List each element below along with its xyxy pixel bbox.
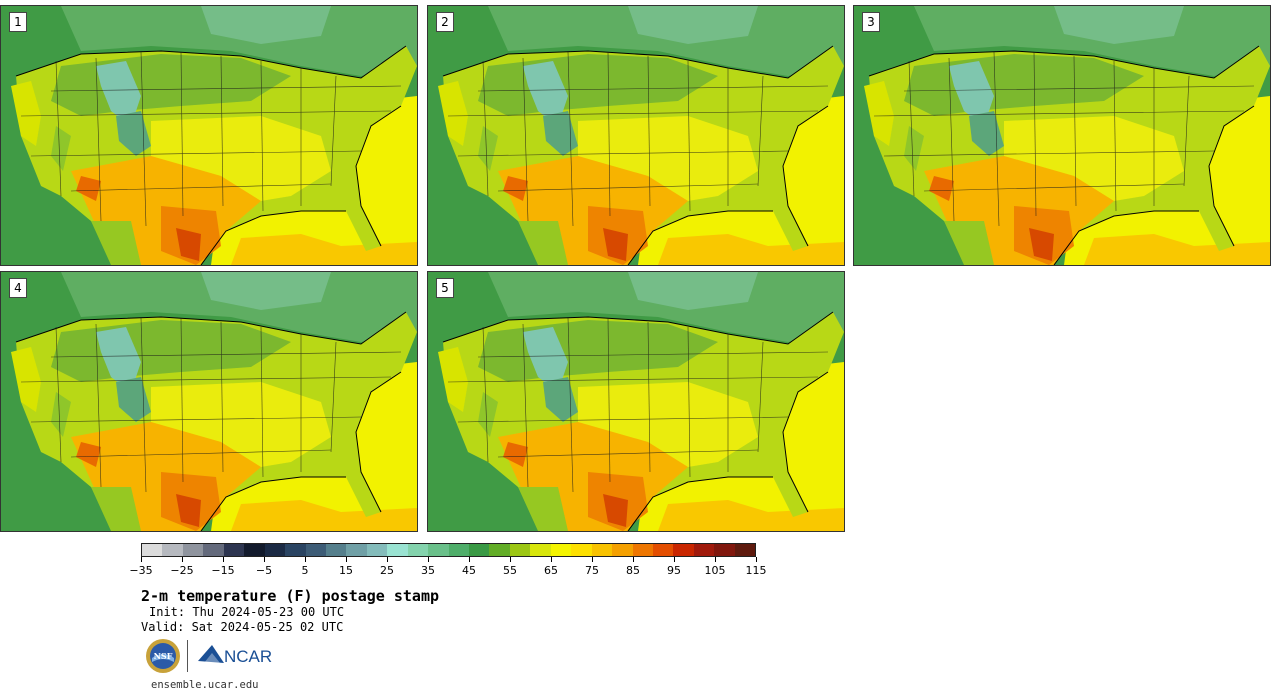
- panel-number: 4: [9, 278, 27, 298]
- temperature-map: [1, 6, 417, 265]
- colorbar-tick-label: −25: [170, 564, 194, 577]
- colorbar-tick: [182, 557, 183, 562]
- colorbar-tick-label: 75: [585, 564, 599, 577]
- colorbar-swatch: [325, 544, 347, 556]
- panel-number: 3: [862, 12, 880, 32]
- colorbar-swatch: [223, 544, 245, 556]
- valid-time: Valid: Sat 2024-05-25 02 UTC: [141, 620, 344, 634]
- colorbar-tick-label: 15: [339, 564, 353, 577]
- colorbar-tick: [510, 557, 511, 562]
- init-time: Init: Thu 2024-05-23 00 UTC: [149, 605, 345, 619]
- colorbar-tick: [305, 557, 306, 562]
- temperature-map: [428, 6, 844, 265]
- colorbar-tick: [551, 557, 552, 562]
- colorbar-swatch: [632, 544, 653, 556]
- colorbar-swatch: [693, 544, 715, 556]
- nsf-logo: NSF: [146, 639, 180, 673]
- map-panel-4: 4: [0, 271, 418, 532]
- colorbar-swatch: [509, 544, 531, 556]
- colorbar-swatch: [550, 544, 572, 556]
- colorbar-swatch: [714, 544, 735, 556]
- colorbar-swatch: [285, 544, 306, 556]
- colorbar-tick-label: 45: [462, 564, 476, 577]
- temperature-map: [428, 272, 844, 531]
- logo-divider: [187, 640, 188, 672]
- colorbar-tick: [387, 557, 388, 562]
- colorbar-tick: [346, 557, 347, 562]
- colorbar-tick-label: 25: [380, 564, 394, 577]
- colorbar-tick-label: 5: [301, 564, 309, 577]
- colorbar-tick: [141, 557, 142, 562]
- colorbar-swatch: [591, 544, 613, 556]
- colorbar-swatch: [264, 544, 286, 556]
- colorbar-tick-label: −15: [211, 564, 235, 577]
- map-panel-1: 1: [0, 5, 418, 266]
- temperature-map: [1, 272, 417, 531]
- colorbar-swatch: [244, 544, 265, 556]
- colorbar-tick: [592, 557, 593, 562]
- colorbar-swatch: [142, 544, 163, 556]
- colorbar-tick: [428, 557, 429, 562]
- colorbar-tick-label: −5: [255, 564, 273, 577]
- colorbar-tick-label: 35: [421, 564, 435, 577]
- colorbar-tick-label: 105: [704, 564, 726, 577]
- colorbar: [141, 543, 756, 557]
- colorbar-swatch: [652, 544, 674, 556]
- colorbar-swatch: [428, 544, 449, 556]
- temperature-map: [854, 6, 1270, 265]
- map-panel-2: 2: [427, 5, 845, 266]
- colorbar-tick: [756, 557, 757, 562]
- colorbar-tick-label: 115: [745, 564, 767, 577]
- colorbar-swatch: [407, 544, 429, 556]
- panel-number: 1: [9, 12, 27, 32]
- colorbar-swatch: [366, 544, 388, 556]
- colorbar-tick: [223, 557, 224, 562]
- map-panel-3: 3: [853, 5, 1271, 266]
- nsf-logo-text: NSF: [154, 651, 173, 661]
- colorbar-swatch: [673, 544, 694, 556]
- page-title: 2-m temperature (F) postage stamp: [141, 587, 440, 605]
- panel-number: 5: [436, 278, 454, 298]
- colorbar-tick: [469, 557, 470, 562]
- colorbar-swatch: [346, 544, 367, 556]
- colorbar-swatch: [469, 544, 490, 556]
- colorbar-swatch: [489, 544, 510, 556]
- colorbar-swatch: [182, 544, 204, 556]
- colorbar-tick: [633, 557, 634, 562]
- colorbar-tick-label: 65: [544, 564, 558, 577]
- map-panel-5: 5: [427, 271, 845, 532]
- colorbar-swatch: [305, 544, 326, 556]
- panel-number: 2: [436, 12, 454, 32]
- colorbar-swatch: [612, 544, 633, 556]
- colorbar-tick-label: 95: [667, 564, 681, 577]
- colorbar-swatch: [162, 544, 183, 556]
- colorbar-swatch: [203, 544, 224, 556]
- colorbar-tick: [715, 557, 716, 562]
- colorbar-swatch: [734, 544, 756, 556]
- colorbar-tick: [674, 557, 675, 562]
- ncar-logo-text: NCAR: [224, 647, 272, 666]
- colorbar-swatch: [448, 544, 469, 556]
- colorbar-ticks: −35 −25 −15 −5 5 15 25 35 45 55 65 75 85 95 105 115: [129, 557, 767, 581]
- colorbar-tick-label: 55: [503, 564, 517, 577]
- colorbar-tick-label: −35: [129, 564, 153, 577]
- site-url: ensemble.ucar.edu: [151, 679, 259, 691]
- colorbar-swatch: [387, 544, 408, 556]
- colorbar-swatch: [571, 544, 592, 556]
- colorbar-tick: [264, 557, 265, 562]
- ncar-logo: NCAR: [198, 645, 272, 666]
- colorbar-tick-label: 85: [626, 564, 640, 577]
- colorbar-swatch: [530, 544, 551, 556]
